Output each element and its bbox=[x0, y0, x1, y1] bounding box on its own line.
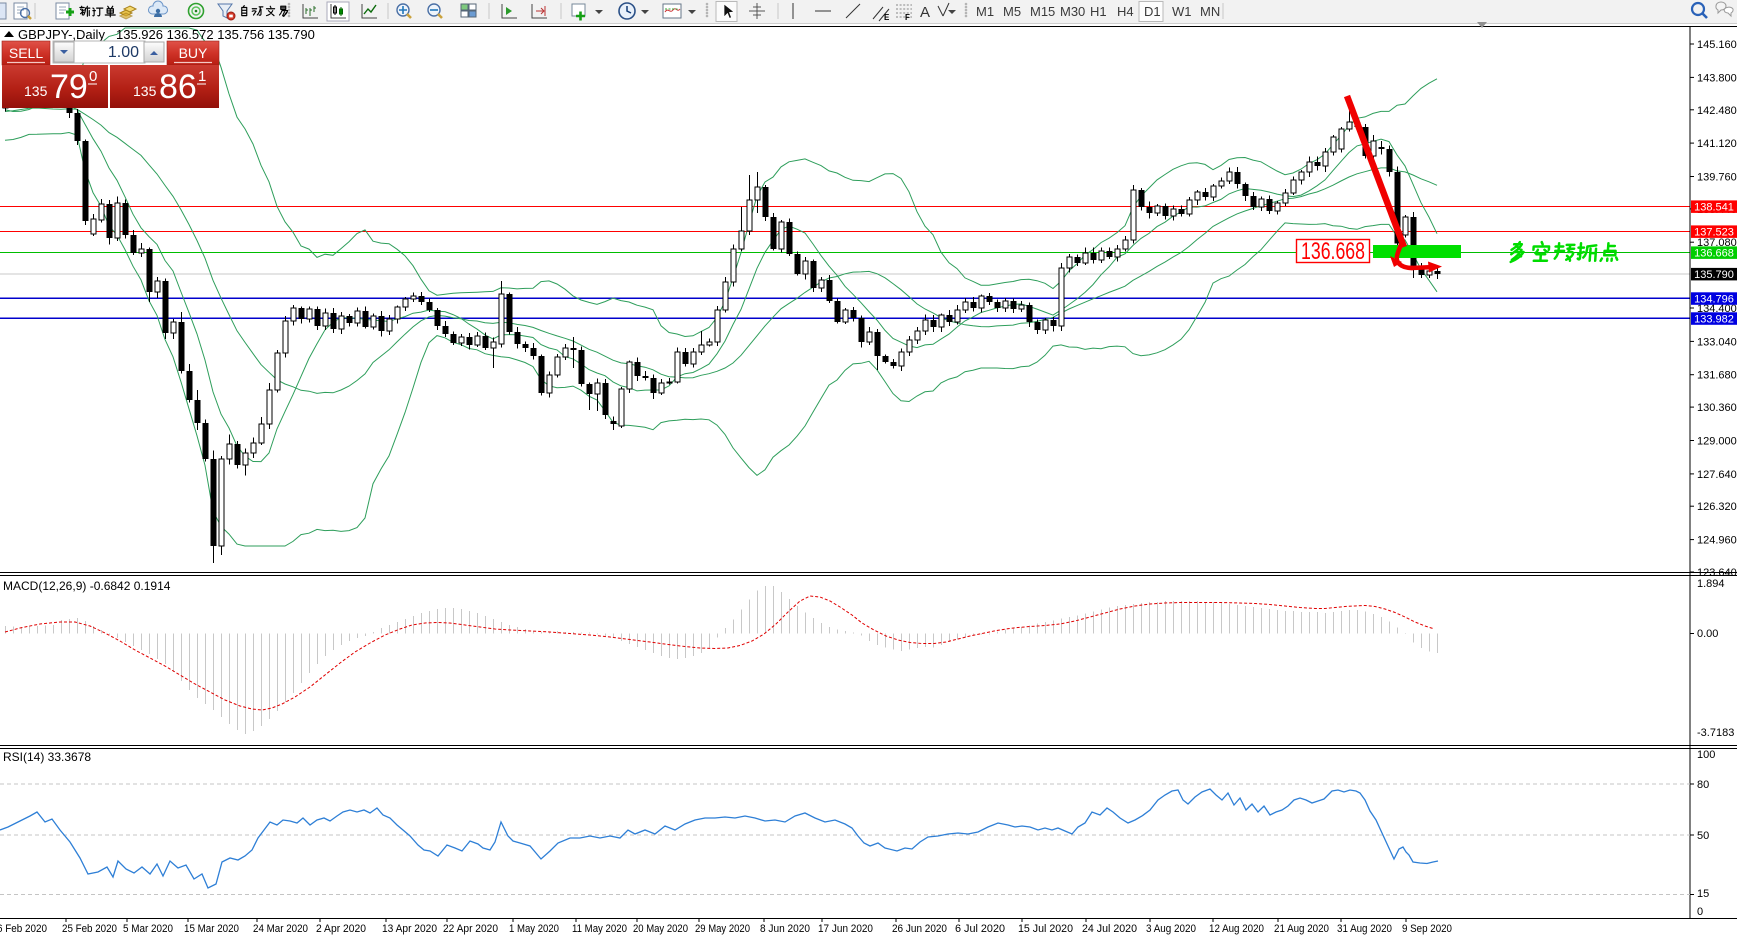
svg-text:M5: M5 bbox=[1003, 4, 1021, 19]
svg-text:131.680: 131.680 bbox=[1697, 370, 1737, 382]
svg-text:133.040: 133.040 bbox=[1697, 336, 1737, 348]
svg-text:17 Jun 2020: 17 Jun 2020 bbox=[818, 923, 873, 935]
svg-text:M1: M1 bbox=[976, 4, 994, 19]
svg-text:133.982: 133.982 bbox=[1694, 313, 1734, 325]
svg-text:29 May 2020: 29 May 2020 bbox=[695, 923, 750, 935]
svg-text:MACD(12,26,9) -0.6842 0.1914: MACD(12,26,9) -0.6842 0.1914 bbox=[3, 579, 171, 593]
svg-text:127.640: 127.640 bbox=[1697, 469, 1737, 481]
svg-text:26 Jun 2020: 26 Jun 2020 bbox=[892, 923, 947, 935]
svg-text:134.796: 134.796 bbox=[1694, 293, 1734, 305]
svg-text:21 Aug 2020: 21 Aug 2020 bbox=[1274, 923, 1329, 935]
svg-text:11 May 2020: 11 May 2020 bbox=[572, 923, 627, 935]
svg-text:79: 79 bbox=[50, 68, 88, 106]
svg-text:GBPJPY-,Daily: GBPJPY-,Daily bbox=[18, 27, 105, 42]
svg-text:6 Jul 2020: 6 Jul 2020 bbox=[955, 923, 1005, 935]
svg-text:A: A bbox=[920, 4, 930, 21]
svg-text:31 Aug 2020: 31 Aug 2020 bbox=[1337, 923, 1392, 935]
svg-text:15 Mar 2020: 15 Mar 2020 bbox=[184, 923, 239, 935]
svg-text:20 May 2020: 20 May 2020 bbox=[633, 923, 688, 935]
svg-text:0: 0 bbox=[1697, 906, 1703, 918]
svg-text:RSI(14) 33.3678: RSI(14) 33.3678 bbox=[3, 750, 91, 764]
svg-text:12 Aug 2020: 12 Aug 2020 bbox=[1209, 923, 1264, 935]
svg-text:0.00: 0.00 bbox=[1697, 628, 1718, 640]
svg-text:D1: D1 bbox=[1144, 4, 1161, 19]
svg-text:0: 0 bbox=[89, 68, 97, 85]
svg-text:135.926 136.572 135.756 135.79: 135.926 136.572 135.756 135.790 bbox=[116, 27, 315, 42]
svg-text:124.960: 124.960 bbox=[1697, 535, 1737, 547]
svg-text:1.894: 1.894 bbox=[1697, 578, 1725, 590]
svg-text:3 Aug 2020: 3 Aug 2020 bbox=[1146, 923, 1196, 935]
svg-text:MN: MN bbox=[1200, 4, 1220, 19]
svg-text:15: 15 bbox=[1697, 888, 1709, 900]
svg-text:50: 50 bbox=[1697, 830, 1709, 842]
svg-text:145.160: 145.160 bbox=[1697, 39, 1737, 51]
svg-text:2 Apr 2020: 2 Apr 2020 bbox=[316, 923, 366, 935]
svg-text:SELL: SELL bbox=[9, 45, 43, 61]
svg-text:136.668: 136.668 bbox=[1694, 247, 1734, 259]
svg-text:24 Jul 2020: 24 Jul 2020 bbox=[1082, 923, 1137, 935]
svg-text:25 Feb 2020: 25 Feb 2020 bbox=[62, 923, 117, 935]
svg-text:22 Apr 2020: 22 Apr 2020 bbox=[443, 923, 498, 935]
svg-text:15 Jul 2020: 15 Jul 2020 bbox=[1018, 923, 1073, 935]
svg-text:137.523: 137.523 bbox=[1694, 226, 1734, 238]
svg-text:135: 135 bbox=[24, 83, 48, 99]
svg-text:135.790: 135.790 bbox=[1694, 269, 1734, 281]
svg-text:130.360: 130.360 bbox=[1697, 402, 1737, 414]
svg-text:136.668: 136.668 bbox=[1301, 238, 1365, 265]
svg-text:143.800: 143.800 bbox=[1697, 72, 1737, 84]
svg-text:1: 1 bbox=[198, 68, 206, 85]
svg-text:1.00: 1.00 bbox=[108, 44, 139, 61]
svg-text:139.760: 139.760 bbox=[1697, 172, 1737, 184]
svg-text:126.320: 126.320 bbox=[1697, 501, 1737, 513]
svg-text:5 Mar 2020: 5 Mar 2020 bbox=[123, 923, 173, 935]
svg-text:9 Sep 2020: 9 Sep 2020 bbox=[1402, 923, 1452, 935]
svg-text:-3.7183: -3.7183 bbox=[1697, 727, 1734, 739]
svg-text:129.000: 129.000 bbox=[1697, 436, 1737, 448]
svg-text:1 May 2020: 1 May 2020 bbox=[509, 923, 559, 935]
svg-text:134.400: 134.400 bbox=[1697, 303, 1737, 315]
svg-text:123.640: 123.640 bbox=[1697, 567, 1737, 579]
svg-text:H1: H1 bbox=[1090, 4, 1107, 19]
svg-text:M30: M30 bbox=[1060, 4, 1085, 19]
svg-text:E: E bbox=[884, 13, 890, 22]
svg-text:142.480: 142.480 bbox=[1697, 105, 1737, 117]
svg-text:W1: W1 bbox=[1172, 4, 1192, 19]
svg-text:M15: M15 bbox=[1030, 4, 1055, 19]
svg-text:24 Mar 2020: 24 Mar 2020 bbox=[253, 923, 308, 935]
svg-text:135: 135 bbox=[133, 83, 157, 99]
svg-text:100: 100 bbox=[1697, 749, 1715, 761]
svg-text:138.541: 138.541 bbox=[1694, 201, 1734, 213]
svg-text:H4: H4 bbox=[1117, 4, 1134, 19]
svg-text:6 Feb 2020: 6 Feb 2020 bbox=[0, 923, 47, 935]
svg-text:141.120: 141.120 bbox=[1697, 138, 1737, 150]
svg-text:80: 80 bbox=[1697, 779, 1709, 791]
svg-text:8 Jun 2020: 8 Jun 2020 bbox=[760, 923, 810, 935]
svg-text:13 Apr 2020: 13 Apr 2020 bbox=[382, 923, 437, 935]
svg-text:F: F bbox=[905, 13, 910, 22]
svg-text:86: 86 bbox=[159, 68, 197, 106]
svg-text:BUY: BUY bbox=[179, 45, 208, 61]
svg-text:137.080: 137.080 bbox=[1697, 237, 1737, 249]
